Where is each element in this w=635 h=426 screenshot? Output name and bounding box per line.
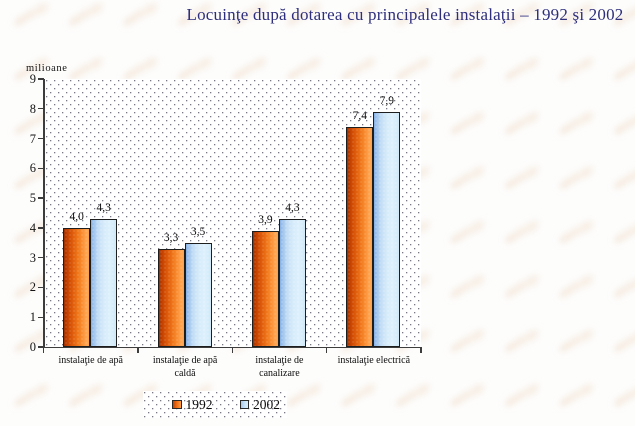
y-tick-mark <box>38 346 44 348</box>
legend-swatch-1992-icon <box>172 399 182 410</box>
category-label-line: caldă <box>174 368 196 379</box>
category-label-1: instalaţie de apă <box>43 354 139 367</box>
value-label-1992-2: 3,3 <box>163 232 179 245</box>
legend-swatch-2002-icon <box>239 399 249 410</box>
category-label-line: canalizare <box>259 368 300 379</box>
value-label-1992-4: 7,4 <box>352 110 367 123</box>
y-tick-label: 8 <box>29 101 36 116</box>
legend: 1992 2002 <box>143 391 287 418</box>
category-label-4: instalaţie electrică <box>326 354 422 367</box>
value-label-2002-1: 4,3 <box>96 202 111 215</box>
category-label-line: instalaţie electrică <box>337 355 411 366</box>
x-tick-mark <box>137 347 139 353</box>
bar-1992-4 <box>346 126 374 347</box>
y-tick-mark <box>38 286 44 289</box>
y-tick-label: 2 <box>29 280 36 295</box>
y-tick-label: 0 <box>29 340 36 354</box>
value-label-1992-3: 3,9 <box>258 214 273 227</box>
y-tick-mark <box>38 227 44 229</box>
bar-1992-1 <box>63 227 91 347</box>
y-tick-mark <box>38 257 44 259</box>
y-axis-line <box>43 79 45 348</box>
x-tick-mark <box>42 347 45 353</box>
chart-title: Locuinţe după dotarea cu principalele in… <box>186 5 624 24</box>
y-tick-label: 4 <box>29 220 36 235</box>
bar-2002-2 <box>184 242 212 347</box>
y-tick-mark <box>38 167 44 169</box>
legend-item-2002: 2002 <box>239 396 280 413</box>
legend-item-1992: 1992 <box>172 397 213 413</box>
value-label-2002-3: 4,3 <box>285 202 300 215</box>
value-label-2002-2: 3,5 <box>190 226 206 239</box>
y-tick-label: 9 <box>29 72 36 86</box>
bar-1992-2 <box>157 248 185 347</box>
category-label-line: instalaţie de <box>255 355 304 366</box>
y-axis-title: milioane <box>26 63 68 74</box>
legend-label-1992: 1992 <box>185 396 213 412</box>
y-tick-label: 6 <box>29 161 36 176</box>
y-tick-label: 5 <box>29 191 36 206</box>
x-tick-mark <box>231 347 233 353</box>
value-label-1992-1: 4,0 <box>69 211 84 224</box>
x-tick-mark <box>325 347 328 353</box>
bar-1992-3 <box>251 230 279 347</box>
y-tick-mark <box>38 137 44 140</box>
category-label-3: instalaţie de canalizare <box>231 354 327 380</box>
y-tick-label: 1 <box>29 310 36 325</box>
y-tick-mark <box>38 316 44 318</box>
value-label-2002-4: 7,9 <box>379 95 394 108</box>
category-label-line: instalaţie de apă <box>152 355 218 366</box>
legend-pattern <box>143 391 287 418</box>
y-tick-mark <box>38 78 44 80</box>
legend-label-2002: 2002 <box>253 396 280 412</box>
category-label-line: instalaţie de apă <box>58 355 123 366</box>
y-tick-label: 3 <box>29 250 36 265</box>
bar-2002-3 <box>278 218 306 347</box>
bar-2002-1 <box>90 218 118 347</box>
y-tick-mark <box>38 197 44 199</box>
category-label-2: instalaţie de apă caldă <box>137 354 233 380</box>
x-tick-mark <box>420 347 422 353</box>
y-tick-label: 7 <box>29 131 36 146</box>
bar-2002-4 <box>373 111 401 347</box>
y-tick-mark <box>38 108 44 110</box>
